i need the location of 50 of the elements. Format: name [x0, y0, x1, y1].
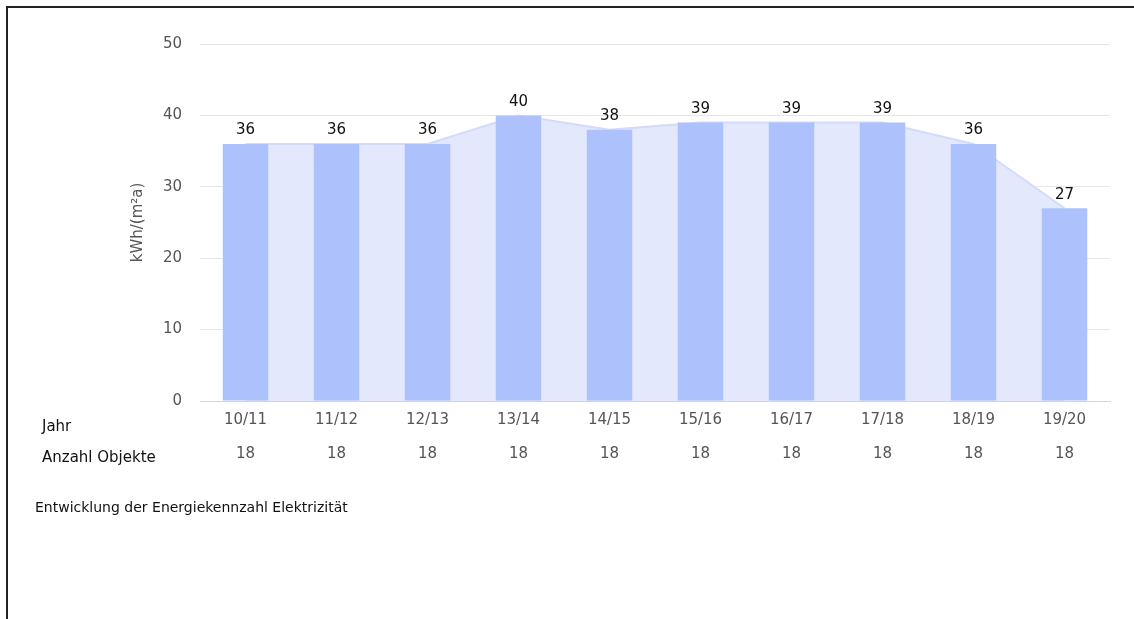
bar — [677, 122, 724, 401]
bar — [1041, 208, 1088, 401]
x-tick-label: 19/20 — [1042, 409, 1087, 428]
text: 18 — [1054, 443, 1075, 462]
data-label: 39 — [781, 98, 802, 117]
data-label: 39 — [872, 98, 893, 117]
x-tick-label: 17/18 — [860, 409, 905, 428]
data-label: 38 — [599, 106, 620, 125]
x-tick-label: 16/17 — [769, 409, 814, 428]
y-tick-label: 50 — [162, 33, 182, 52]
text: 18 — [326, 443, 347, 462]
y-axis-title: kWh/(m²a) — [127, 182, 146, 263]
bar — [586, 129, 633, 401]
y-tick-label: 0 — [172, 390, 182, 409]
text: 18 — [690, 443, 711, 462]
bar — [313, 143, 360, 401]
text: 18 — [508, 443, 529, 462]
x-tick-label: 18/19 — [951, 409, 996, 428]
y-tick-label: 30 — [162, 176, 182, 195]
text: 18 — [781, 443, 802, 462]
y-tick-label: 20 — [162, 248, 182, 267]
y-tick-label: 40 — [162, 105, 182, 124]
text: Entwicklung der Energiekennzahl Elektrizität — [35, 498, 349, 515]
x-tick-label: 12/13 — [405, 409, 450, 428]
bar — [859, 122, 906, 401]
text: 18 — [599, 443, 620, 462]
x-tick-label: 10/11 — [223, 409, 268, 428]
text: Anzahl Objekte — [42, 447, 156, 466]
x-tick-label: 11/12 — [314, 409, 359, 428]
text: 18 — [417, 443, 438, 462]
y-tick-label: 10 — [162, 319, 182, 338]
text: Jahr — [41, 416, 73, 435]
bar — [404, 143, 451, 401]
data-label: 36 — [235, 120, 256, 139]
x-tick-label: 15/16 — [678, 409, 723, 428]
data-label: 36 — [963, 120, 984, 139]
bar — [222, 143, 269, 401]
bar — [950, 143, 997, 401]
data-label: 40 — [508, 91, 529, 110]
x-tick-label: 13/14 — [496, 409, 541, 428]
data-label: 27 — [1054, 184, 1075, 203]
text: 18 — [872, 443, 893, 462]
text: 18 — [963, 443, 984, 462]
data-label: 36 — [326, 120, 347, 139]
text: 18 — [235, 443, 256, 462]
data-label: 39 — [690, 98, 711, 117]
bar — [495, 115, 542, 401]
x-tick-label: 14/15 — [587, 409, 632, 428]
data-label: 36 — [417, 120, 438, 139]
bar — [768, 122, 815, 401]
